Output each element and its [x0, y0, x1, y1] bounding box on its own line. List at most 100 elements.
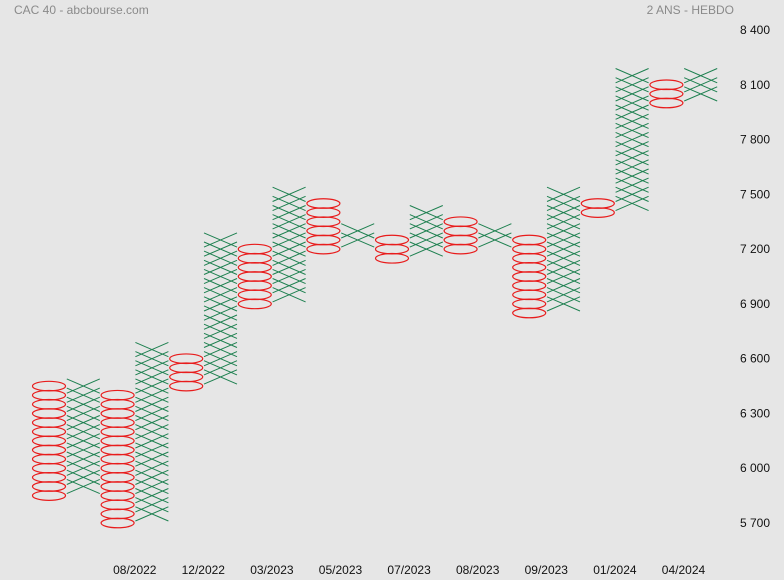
x-mark [135, 415, 169, 431]
o-mark [443, 225, 478, 237]
x-mark [66, 433, 100, 449]
o-column [237, 243, 272, 310]
x-mark [272, 205, 306, 221]
x-column [478, 223, 512, 248]
x-mark [546, 223, 581, 239]
o-mark [443, 216, 478, 228]
o-mark [31, 490, 67, 501]
x-mark [203, 278, 238, 294]
x-mark [615, 177, 649, 193]
x-mark [203, 323, 238, 339]
x-column [409, 205, 443, 257]
x-mark [203, 232, 238, 248]
x-mark [546, 278, 581, 294]
x-mark [135, 488, 169, 504]
o-mark [100, 462, 135, 474]
o-mark [512, 271, 547, 282]
x-mark [203, 296, 238, 312]
o-mark [512, 262, 547, 273]
x-mark [615, 195, 649, 212]
o-mark [374, 252, 410, 264]
o-mark [237, 289, 272, 301]
o-mark [237, 280, 272, 291]
o-column [649, 79, 684, 109]
x-mark [615, 77, 649, 93]
x-column [66, 378, 100, 495]
x-column [546, 186, 581, 312]
o-column [580, 198, 615, 218]
x-tick-label: 09/2023 [525, 563, 569, 577]
x-mark [272, 278, 306, 294]
o-mark [306, 225, 341, 237]
o-column [100, 389, 135, 529]
o-mark [237, 262, 272, 273]
o-column [31, 380, 67, 501]
x-mark [615, 122, 649, 139]
x-mark [272, 259, 306, 275]
o-mark [31, 398, 67, 410]
x-mark [546, 287, 581, 303]
o-mark [31, 481, 67, 492]
o-mark [374, 234, 410, 246]
x-mark [615, 150, 649, 166]
o-mark [100, 508, 135, 520]
o-mark [100, 389, 135, 401]
o-mark [100, 417, 135, 428]
x-mark [546, 250, 581, 266]
x-mark [135, 469, 169, 485]
x-mark [203, 332, 238, 348]
o-mark [100, 398, 135, 410]
o-mark [31, 408, 67, 419]
x-mark [203, 305, 238, 321]
x-mark [615, 113, 649, 129]
x-mark [615, 186, 649, 202]
x-mark [272, 287, 306, 303]
x-mark [135, 460, 169, 476]
x-column [203, 232, 238, 385]
o-mark [512, 298, 547, 310]
x-mark [66, 460, 100, 476]
o-column [169, 353, 204, 392]
o-mark [306, 243, 341, 255]
x-column [341, 223, 375, 248]
o-mark [237, 252, 272, 264]
x-column [272, 186, 306, 303]
x-mark [546, 259, 581, 275]
o-mark [31, 462, 67, 474]
x-mark [615, 131, 649, 148]
o-mark [512, 307, 547, 319]
x-mark [409, 223, 443, 239]
y-tick-label: 8 100 [740, 78, 770, 92]
x-mark [66, 396, 100, 412]
x-mark [409, 205, 443, 221]
o-mark [237, 271, 272, 282]
x-mark [203, 250, 238, 266]
x-mark [546, 268, 581, 285]
x-mark [135, 360, 169, 376]
x-mark [546, 241, 581, 257]
x-tick-label: 12/2022 [182, 563, 226, 577]
x-mark [135, 442, 169, 458]
x-mark [135, 387, 169, 403]
o-mark [580, 198, 615, 209]
x-mark [135, 351, 169, 367]
y-tick-label: 7 500 [740, 187, 770, 201]
x-mark [341, 232, 375, 248]
y-tick-label: 6 900 [740, 297, 770, 311]
x-mark [66, 478, 100, 495]
o-mark [31, 435, 67, 447]
x-column [615, 68, 649, 212]
x-mark [135, 405, 169, 422]
x-mark [684, 77, 718, 93]
o-mark [237, 298, 272, 310]
o-mark [169, 371, 204, 383]
x-mark [66, 469, 100, 485]
x-tick-label: 08/2022 [113, 563, 157, 577]
x-mark [615, 168, 649, 184]
o-column [306, 198, 341, 255]
x-mark [341, 223, 375, 239]
x-mark [272, 268, 306, 285]
o-mark [100, 444, 135, 456]
o-mark [443, 234, 478, 246]
